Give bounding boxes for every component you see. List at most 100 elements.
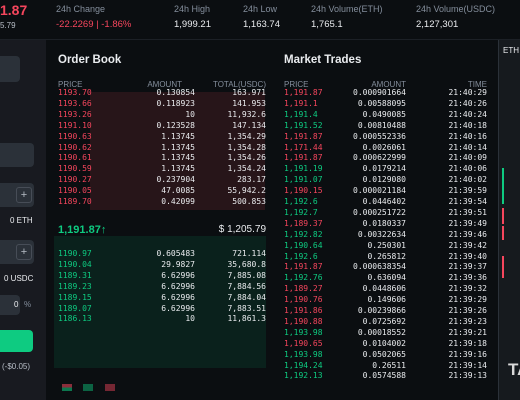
stat-value: 1,163.74 [243,19,280,30]
price-input[interactable] [0,143,34,167]
order-amount: 0.42099 [161,197,195,206]
order-price: 1190.59 [58,164,92,174]
ask-row[interactable]: 1189.70 0.42099 500.853 [54,197,272,208]
trade-time: 21:40:26 [448,98,487,108]
bids-only-icon[interactable] [83,384,94,391]
trade-time: 21:39:16 [448,349,487,359]
order-amount: 0.237904 [156,175,195,185]
order-price: 1189.23 [58,281,92,291]
ask-row[interactable]: 1190.27 0.237904 283.17 [54,175,272,186]
order-amount: 10 [185,109,195,119]
ask-row[interactable]: 1190.61 1.13745 1,354.26 [54,153,272,164]
trade-amount: 0.000638354 [353,262,406,272]
trade-amount: 0.0179214 [362,164,406,174]
order-amount: 6.62996 [161,303,195,313]
trade-time: 21:39:54 [448,197,487,206]
ask-row[interactable]: 1190.62 1.13745 1,354.28 [54,143,272,154]
bid-row[interactable]: 1186.13 10 11,861.3 [54,314,272,325]
ask-row[interactable]: 1193.66 0.118923 141.953 [54,99,272,110]
bid-row[interactable]: 1189.15 6.62996 7,884.04 [54,293,272,304]
trade-row: 1,192.82 0.00322634 21:39:46 [280,230,495,241]
last-price-usd: 5.79 [0,21,16,30]
trade-price: 1,189.27 [284,284,323,294]
trade-time: 21:39:40 [448,251,487,261]
ask-row[interactable]: 1190.59 1.13745 1,354.24 [54,164,272,175]
trade-row: 1,189.27 0.0448606 21:39:32 [280,284,495,295]
order-total: 141.953 [232,98,266,108]
market-trades-title: Market Trades [284,54,362,66]
trade-amount: 0.26511 [372,360,406,370]
price-up-arrow-icon: ↑ [100,224,107,236]
order-amount: 29.9827 [161,259,195,269]
trade-amount: 0.0725692 [362,316,406,326]
trade-row: 1,193.98 0.00018552 21:39:21 [280,328,495,339]
trade-row: 1,191.07 0.0129080 21:40:02 [280,175,495,186]
trade-row: 1,191.52 0.00810488 21:40:18 [280,121,495,132]
percent-input[interactable]: 0 [0,295,20,315]
trade-amount: 0.0574588 [362,371,406,381]
order-total: 7,884.04 [227,292,266,302]
ask-row[interactable]: 1190.05 47.0085 55,942.2 [54,186,272,197]
total-input[interactable]: + [0,240,34,264]
trade-row: 1,193.98 0.0502065 21:39:16 [280,350,495,361]
amount-input[interactable]: + [0,183,34,207]
trade-amount: 0.00322634 [357,229,406,239]
order-price: 1186.13 [58,314,92,324]
chart-tab[interactable]: ETH [503,46,519,55]
order-total: 147.134 [232,120,266,130]
ask-row[interactable]: 1191.10 0.123528 147.134 [54,121,272,132]
trade-row: 1,191.4 0.0490085 21:40:24 [280,110,495,121]
bid-row[interactable]: 1190.97 0.605483 721.114 [54,249,272,260]
order-type-select[interactable] [0,56,20,82]
trade-time: 21:39:21 [448,327,487,337]
stat-value: 1,999.21 [174,19,211,30]
both-sides-icon[interactable] [62,384,72,391]
trade-time: 21:39:49 [448,218,487,228]
bid-row[interactable]: 1190.04 29.9827 35,680.8 [54,260,272,271]
order-amount: 6.62996 [161,292,195,302]
total-increment-button[interactable]: + [16,244,32,260]
column-amount: AMOUNT [371,80,406,89]
trade-time: 21:40:06 [448,164,487,174]
trade-amount: 0.00588095 [357,98,406,108]
price-chart[interactable]: ETH TA [498,40,520,400]
percent-value: 0 [14,300,19,309]
order-price: 1191.10 [58,120,92,130]
order-price: 1190.63 [58,131,92,141]
stat-value: 1,765.1 [311,19,343,30]
bid-row[interactable]: 1189.23 6.62996 7,884.56 [54,282,272,293]
order-amount: 10 [185,314,195,324]
order-price: 1189.15 [58,292,92,302]
trade-price: 1,191.1 [284,98,318,108]
trade-time: 21:40:18 [448,120,487,130]
stat-value: 2,127,301 [416,19,459,30]
trade-time: 21:39:42 [448,240,487,250]
trade-time: 21:39:36 [448,273,487,283]
trade-amount: 0.0490085 [362,109,406,119]
trade-time: 21:40:09 [448,153,487,163]
trade-row: 1,190.15 0.000021184 21:39:59 [280,186,495,197]
ask-row[interactable]: 1190.63 1.13745 1,354.29 [54,132,272,143]
trade-amount: 0.250301 [367,240,406,250]
amount-increment-button[interactable]: + [16,187,32,203]
trade-price: 1,191.4 [284,109,318,119]
asks-only-icon[interactable] [104,384,115,391]
trade-amount: 0.00018552 [357,327,406,337]
order-total: 7,885.08 [227,270,266,280]
order-price: 1190.27 [58,175,92,185]
trade-time: 21:39:59 [448,186,487,196]
ask-row[interactable]: 1193.70 0.130854 163.971 [54,88,272,99]
trade-price: 1,191.87 [284,153,323,163]
trade-amount: 0.149606 [367,295,406,305]
bid-row[interactable]: 1189.31 6.62996 7,885.08 [54,271,272,282]
ask-row[interactable]: 1193.26 10 11,932.6 [54,110,272,121]
order-total: 35,680.8 [227,259,266,269]
bid-row[interactable]: 1189.07 6.62996 7,883.51 [54,304,272,315]
stat-value: -22.2269 | -1.86% [56,19,132,30]
trade-row: 1,191.86 0.00239866 21:39:26 [280,306,495,317]
trade-price: 1,190.76 [284,295,323,305]
submit-order-button[interactable] [0,330,33,352]
order-amount: 1.13745 [161,153,195,163]
stat-label: 24h Low [243,4,278,14]
trade-price: 1,190.15 [284,186,323,196]
